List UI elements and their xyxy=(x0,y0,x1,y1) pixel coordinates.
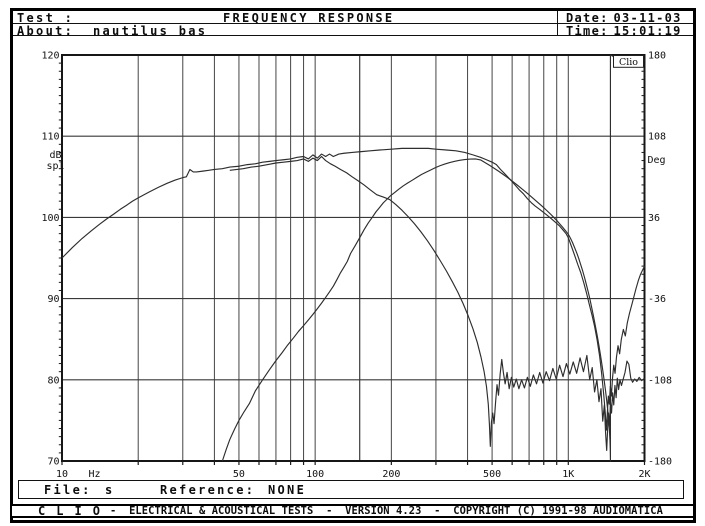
time-value: 15:01:19 xyxy=(613,23,682,38)
reference-label: Reference: xyxy=(160,483,256,497)
date-value: 03-11-03 xyxy=(613,10,682,25)
reference-value: NONE xyxy=(268,483,307,497)
y-right-tick-label: -36 xyxy=(648,294,666,305)
file-value: s xyxy=(105,483,115,497)
phase-curve xyxy=(221,54,645,462)
y-right-tick-label: -108 xyxy=(648,375,672,386)
logo-box xyxy=(613,55,644,68)
y-left-tick-label: 100 xyxy=(41,213,59,224)
y-right-tick-label: 108 xyxy=(648,132,666,143)
x-tick-label: 2K xyxy=(638,469,650,480)
x-tick-label: 10 xyxy=(56,469,68,480)
spl-response-curve xyxy=(61,147,646,431)
x-tick-label: 100 xyxy=(306,469,324,480)
x-axis-label: Hz xyxy=(88,469,100,480)
y-left-tick-label: 90 xyxy=(47,294,59,305)
status-bar: C L I O - ELECTRICAL & ACOUSTICAL TESTS … xyxy=(10,503,695,518)
test-label: Test : xyxy=(17,10,75,25)
time-label: Time: xyxy=(566,23,609,38)
window-frame xyxy=(10,8,696,523)
y-left-tick-label: 70 xyxy=(47,457,59,468)
header-row-divider xyxy=(13,22,693,24)
y-left-axis-label: spl xyxy=(46,161,64,172)
y-right-tick-label: -180 xyxy=(648,457,672,468)
statusbar-brand: C L I O xyxy=(38,504,102,518)
x-tick-label: 50 xyxy=(233,469,245,480)
clio-logo: Clio xyxy=(619,57,638,68)
y-right-tick-label: 180 xyxy=(648,51,666,62)
y-left-tick-label: 120 xyxy=(41,51,59,62)
x-tick-label: 200 xyxy=(382,469,400,480)
y-left-tick-label: 80 xyxy=(47,375,59,386)
x-tick-label: 1K xyxy=(562,469,574,480)
y-right-axis-label: Deg xyxy=(648,155,666,166)
statusbar-text: - ELECTRICAL & ACOUSTICAL TESTS - VERSIO… xyxy=(110,505,663,518)
header-date-cell-divider xyxy=(556,11,558,36)
file-reference-box xyxy=(18,480,684,499)
file-label: File: xyxy=(44,483,92,497)
date-label: Date: xyxy=(566,10,609,25)
page-title: FREQUENCY RESPONSE xyxy=(223,10,395,25)
y-left-tick-label: 110 xyxy=(41,132,59,143)
spl-lowpass-section-curve xyxy=(229,155,645,452)
header-bottom-divider xyxy=(13,35,693,37)
x-tick-label: 500 xyxy=(483,469,501,480)
y-left-axis-label: dB xyxy=(49,150,61,161)
about-value: nautilus bas xyxy=(93,23,208,38)
about-label: About: xyxy=(17,23,75,38)
y-right-tick-label: 36 xyxy=(648,213,660,224)
